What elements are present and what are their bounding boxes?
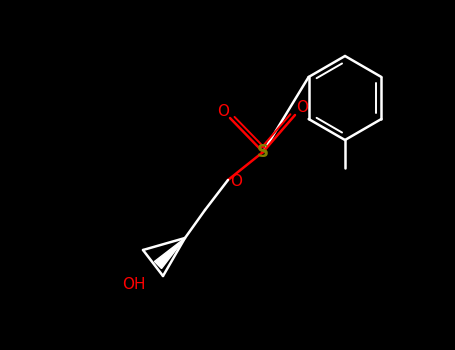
Text: S: S	[257, 143, 269, 161]
Polygon shape	[154, 238, 185, 268]
Text: O: O	[230, 175, 242, 189]
Text: O: O	[296, 100, 308, 116]
Text: •: •	[179, 235, 185, 245]
Text: O: O	[217, 104, 229, 119]
Text: OH: OH	[122, 277, 146, 292]
